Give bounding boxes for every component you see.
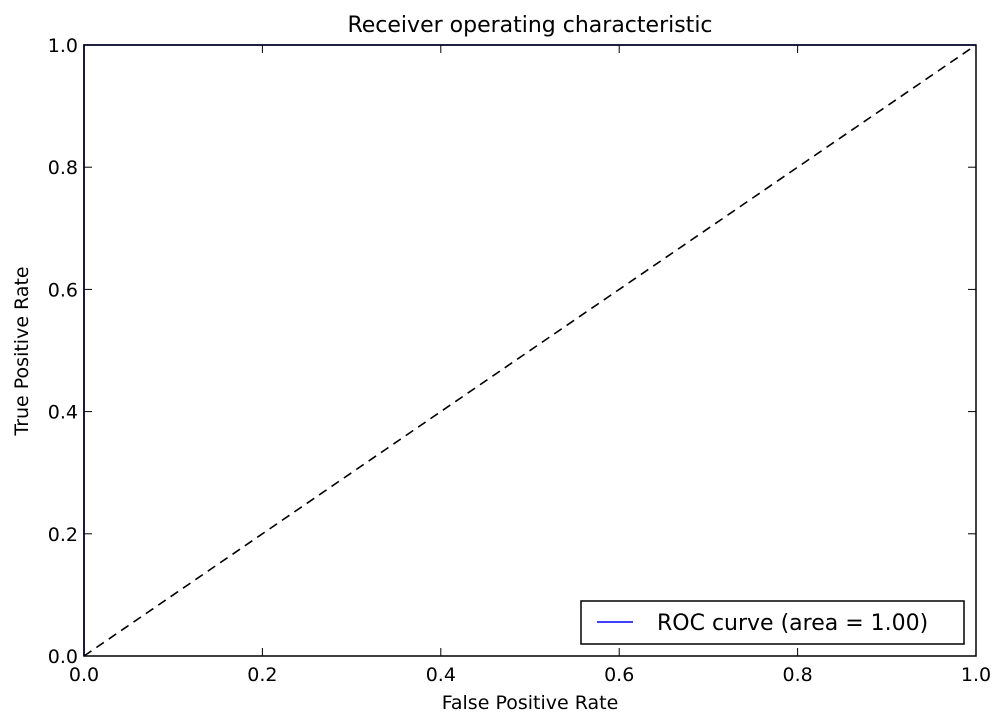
y-tick-label: 0.2 [48,524,78,546]
x-tick-label: 0.8 [782,664,812,686]
x-tick-label: 0.4 [426,664,456,686]
y-tick-label: 0.6 [48,279,78,301]
x-axis-ticks: 0.0 0.2 0.4 0.6 0.8 1.0 [69,45,991,686]
y-axis-ticks: 0.0 0.2 0.4 0.6 0.8 1.0 [48,35,976,668]
chance-diagonal-line [83,44,977,657]
plot-frame [83,44,977,657]
y-tick-label: 0.0 [48,646,78,668]
legend: ROC curve (area = 1.00) [580,600,965,645]
x-tick-label: 0.0 [69,664,99,686]
y-tick-label: 0.4 [48,402,78,424]
chart-title: Receiver operating characteristic [347,13,712,38]
plot-area: 0.0 0.2 0.4 0.6 0.8 1.0 0.0 0.2 0.4 0.6 0.8 1.0 [48,35,991,686]
y-tick-label: 1.0 [48,35,78,57]
y-tick-label: 0.8 [48,157,78,179]
x-tick-label: 1.0 [961,664,991,686]
legend-label: ROC curve (area = 1.00) [657,611,928,636]
y-axis-label: True Positive Rate [11,266,33,436]
x-tick-label: 0.6 [604,664,634,686]
x-axis-label: False Positive Rate [442,692,619,714]
legend-box [580,600,965,645]
x-tick-label: 0.2 [247,664,277,686]
